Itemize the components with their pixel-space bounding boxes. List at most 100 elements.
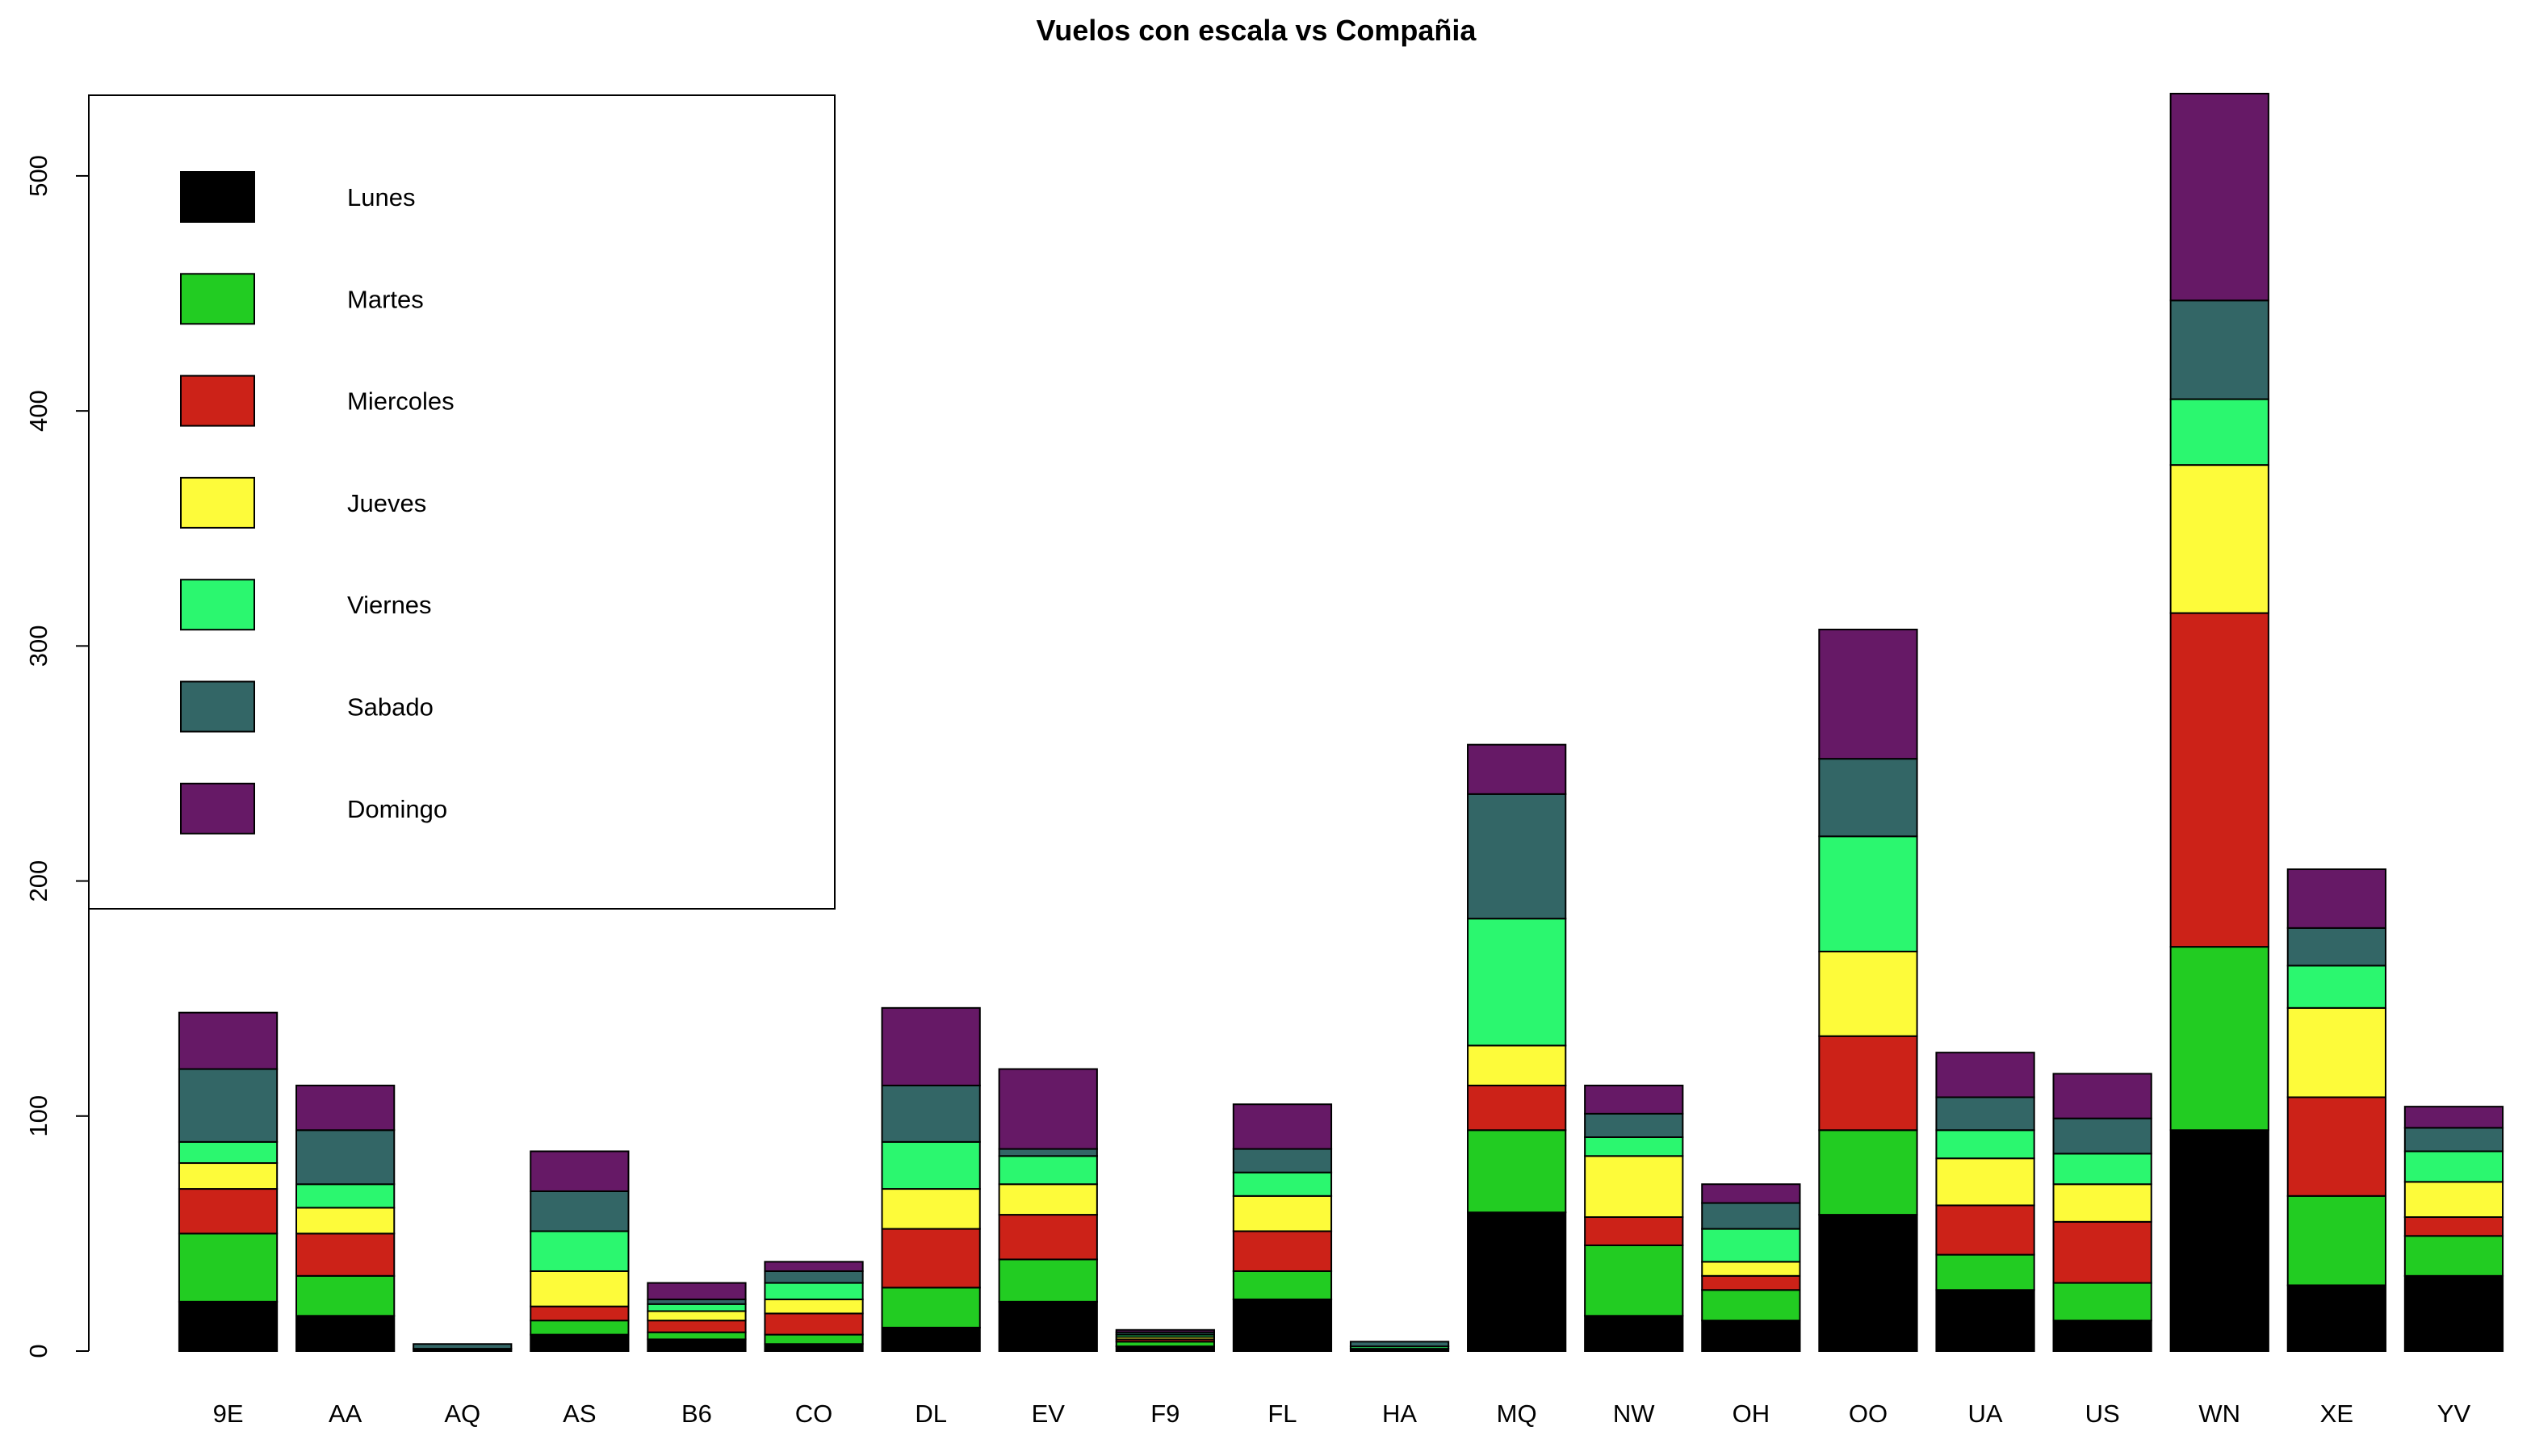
x-tick-label: NW [1613, 1400, 1655, 1428]
y-tick-label: 100 [24, 1095, 52, 1137]
x-tick-label: UA [1968, 1400, 2003, 1428]
bar-segment [178, 1140, 279, 1165]
bar-segment [2052, 1153, 2152, 1186]
bar-segment [1232, 1230, 1333, 1272]
bar-segment [1232, 1148, 1333, 1174]
bar-segment [2169, 93, 2269, 302]
legend-swatch [180, 171, 255, 223]
bar-segment [530, 1190, 630, 1232]
y-tick-label: 300 [24, 625, 52, 667]
bar-segment [1584, 1155, 1684, 1219]
bar-segment [178, 1300, 279, 1352]
bar-segment [764, 1270, 864, 1284]
chart-title: Vuelos con escala vs Compañia [1037, 14, 1477, 47]
bar-segment [1467, 918, 1567, 1047]
bar-segment [1584, 1216, 1684, 1246]
bar-segment [1349, 1341, 1450, 1348]
legend-label: Lunes [347, 183, 415, 211]
bar-segment [764, 1261, 864, 1272]
bar-segment [998, 1148, 1098, 1157]
bar-segment [1584, 1084, 1684, 1115]
bar-segment [647, 1282, 747, 1300]
x-tick-label: OH [1733, 1400, 1770, 1428]
bar-segment [413, 1343, 513, 1350]
bar-segment [1467, 1129, 1567, 1214]
bar-segment [2169, 612, 2269, 948]
bar-segment [2052, 1117, 2152, 1155]
legend-swatch [180, 579, 255, 631]
bar-segment [2403, 1216, 2504, 1237]
x-tick-label: FL [1268, 1400, 1297, 1428]
bar-segment [2169, 464, 2269, 614]
bar-segment [2052, 1183, 2152, 1223]
bar-segment [1701, 1202, 1801, 1230]
x-tick-label: YV [2437, 1400, 2471, 1428]
bars-group [178, 93, 2504, 1353]
legend-label: Viernes [347, 591, 432, 619]
bar-segment [998, 1068, 1098, 1150]
bar-segment [764, 1312, 864, 1336]
bar-segment [1818, 950, 1918, 1037]
bar-segment [764, 1343, 864, 1352]
bar-segment [1701, 1183, 1801, 1204]
bar-segment [1467, 1211, 1567, 1353]
bar-segment [178, 1232, 279, 1303]
x-tick-label: WN [2198, 1400, 2240, 1428]
bar-segment [881, 1140, 981, 1190]
bar-segment [647, 1310, 747, 1322]
bar-segment [1935, 1096, 2035, 1132]
legend-swatch [180, 680, 255, 733]
x-tick-label: US [2085, 1400, 2120, 1428]
bar-segment [2286, 1096, 2386, 1197]
bar-segment [1232, 1103, 1333, 1150]
bar-segment [764, 1282, 864, 1300]
bar-segment [1584, 1136, 1684, 1157]
y-tick-label: 400 [24, 390, 52, 432]
bar-segment [1701, 1289, 1801, 1322]
bar-segment [1467, 743, 1567, 795]
bar-segment [1818, 1129, 1918, 1216]
bar-segment [178, 1188, 279, 1235]
bar-segment [1935, 1253, 2035, 1291]
bar-segment [2403, 1235, 2504, 1277]
bar-segment [1701, 1320, 1801, 1353]
x-tick-label: OO [1849, 1400, 1888, 1428]
bar-segment [2052, 1282, 2152, 1322]
x-tick-label: HA [1382, 1400, 1417, 1428]
bar-segment [2052, 1073, 2152, 1119]
legend-swatch [180, 476, 255, 529]
bar-segment [2403, 1127, 2504, 1153]
bar-segment [1818, 1214, 1918, 1353]
bar-segment [1232, 1298, 1333, 1353]
bar-segment [1584, 1244, 1684, 1317]
bar-segment [530, 1305, 630, 1322]
bar-segment [530, 1320, 630, 1336]
legend-swatch [180, 273, 255, 325]
bar-segment [2286, 868, 2386, 929]
bar-segment [1818, 1035, 1918, 1132]
bar-segment [295, 1274, 396, 1317]
bar-segment [1818, 835, 1918, 952]
bar-segment [998, 1183, 1098, 1216]
legend-label: Martes [347, 285, 424, 313]
bar-segment [1701, 1274, 1801, 1291]
bar-segment [295, 1183, 396, 1209]
bar-segment [1935, 1052, 2035, 1098]
bar-segment [1584, 1315, 1684, 1352]
bar-segment [1115, 1328, 1215, 1333]
bar-segment [2286, 927, 2386, 967]
bar-segment [2403, 1274, 2504, 1352]
x-tick-label: XE [2320, 1400, 2353, 1428]
bar-segment [998, 1258, 1098, 1303]
bar-segment [295, 1084, 396, 1132]
bar-segment [178, 1011, 279, 1070]
y-tick-label: 0 [24, 1344, 52, 1358]
bar-segment [1467, 1084, 1567, 1132]
legend: Lunes Martes Miercoles Jueves Viernes Sabado D… [88, 94, 836, 910]
bar-segment [998, 1214, 1098, 1261]
bar-segment [2052, 1320, 2152, 1353]
y-tick-label: 200 [24, 860, 52, 902]
bar-segment [2169, 299, 2269, 400]
bar-segment [1232, 1171, 1333, 1197]
